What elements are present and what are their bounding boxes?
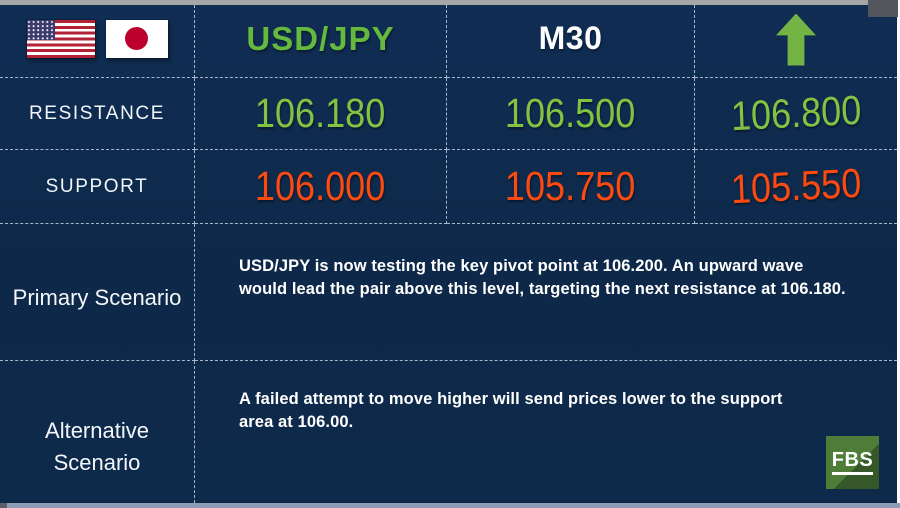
support-value-cell: 105.550 [695,150,897,224]
resistance-value-cell: 106.800 [695,78,897,150]
resistance-value-2: 106.500 [505,90,636,136]
alternative-scenario-label: Alternative Scenario [45,418,149,475]
alternative-scenario-text: A failed attempt to move higher will sen… [239,390,783,431]
fbs-logo-text: FBS [831,450,874,475]
support-value-cell: 106.000 [195,150,447,224]
resistance-value-3: 106.800 [729,86,863,140]
japan-flag-icon [105,19,168,58]
flags-group [26,19,168,58]
primary-scenario-label: Primary Scenario [12,285,182,311]
support-value-cell: 105.750 [447,150,695,224]
alternative-scenario-text-cell: A failed attempt to move higher will sen… [195,361,897,503]
fbs-logo: FBS [826,436,879,489]
resistance-label-cell: RESISTANCE [0,78,195,150]
window-right-edge [897,0,900,508]
timeframe-cell: M30 [447,0,695,78]
primary-scenario-text-cell: USD/JPY is now testing the key pivot poi… [195,224,897,361]
resistance-value-cell: 106.180 [195,78,447,150]
support-value-2: 105.750 [505,163,636,209]
pair-title-cell: USD/JPY [195,0,447,78]
pair-title: USD/JPY [246,19,395,57]
resistance-value-cell: 106.500 [447,78,695,150]
primary-scenario-label-cell: Primary Scenario [0,224,195,361]
resistance-value-1: 106.180 [255,90,386,136]
up-arrow-icon [776,13,816,66]
resistance-label: RESISTANCE [28,102,165,124]
support-label-cell: SUPPORT [0,150,195,224]
us-flag-icon [26,19,95,58]
primary-scenario-text: USD/JPY is now testing the key pivot poi… [239,257,846,298]
support-value-1: 106.000 [255,163,386,209]
scrollbar-corner [868,0,898,17]
timeframe-label: M30 [538,20,603,56]
pair-flags-cell [0,0,195,78]
window-top-edge [0,0,898,5]
support-label: SUPPORT [45,175,149,197]
window-bottom-corner [0,503,7,508]
support-value-3: 105.550 [729,159,863,213]
alternative-scenario-label-cell: Alternative Scenario [0,361,195,503]
trend-cell [695,0,897,78]
window-bottom-edge [7,503,900,508]
